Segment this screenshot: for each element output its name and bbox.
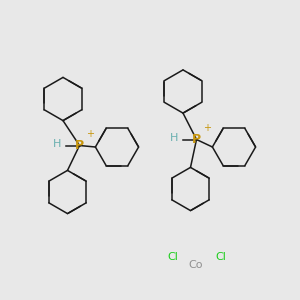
Text: P: P [75,139,84,152]
Text: Cl: Cl [167,251,178,262]
Text: H: H [170,133,178,143]
Text: Co: Co [189,260,203,271]
Text: H: H [53,139,61,149]
Text: Cl: Cl [215,251,226,262]
Text: +: + [86,129,94,139]
Text: P: P [192,133,201,146]
Text: +: + [203,123,211,133]
